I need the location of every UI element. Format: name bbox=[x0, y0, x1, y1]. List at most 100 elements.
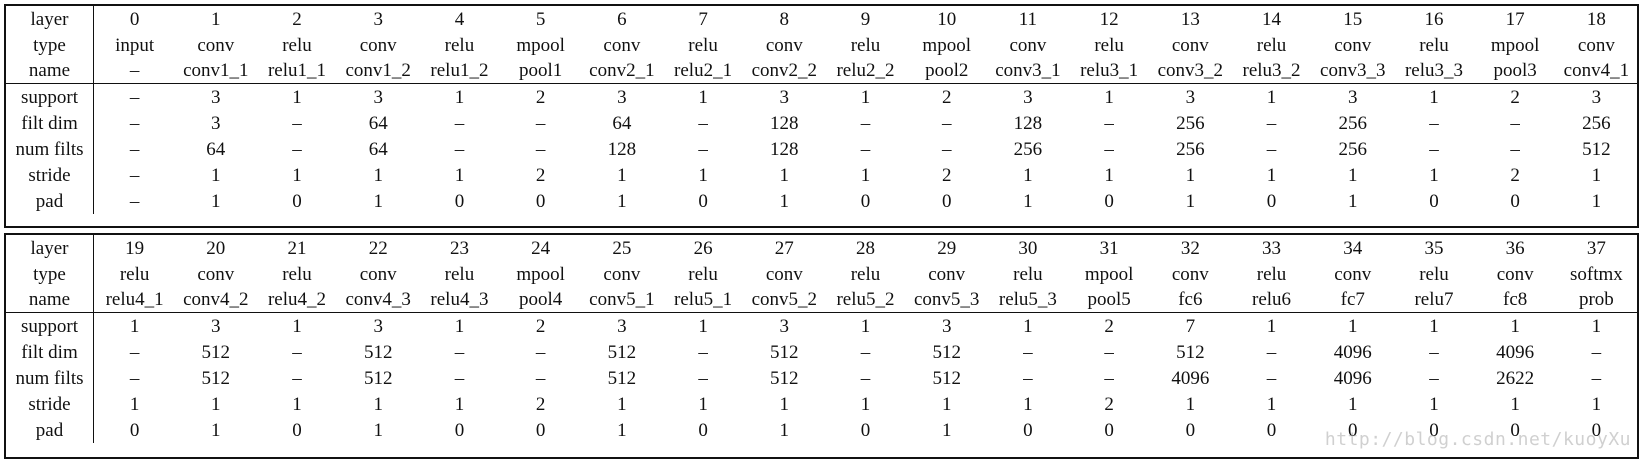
table-cell: – bbox=[292, 112, 302, 134]
table-cell: 2 bbox=[1510, 86, 1520, 108]
table-cell: conv4_2 bbox=[175, 287, 257, 313]
table-cell: – bbox=[1104, 341, 1114, 363]
table-cell: – bbox=[1591, 367, 1602, 389]
table-cell: conv bbox=[1171, 34, 1209, 56]
row-label-support: support bbox=[6, 84, 94, 110]
table-cell: – bbox=[129, 86, 140, 108]
table-cell: – bbox=[698, 138, 708, 160]
table-cell: conv bbox=[1577, 34, 1615, 56]
table-cell: 11 bbox=[1018, 8, 1038, 30]
table-cell: 1 bbox=[617, 190, 627, 212]
table-cell: 1 bbox=[1429, 86, 1439, 108]
row-label-type: type bbox=[6, 261, 94, 287]
table-cell: mpool bbox=[516, 34, 565, 56]
table-cell: 512 bbox=[1582, 138, 1611, 160]
table-cell: relu bbox=[282, 263, 312, 285]
table-cell: 0 bbox=[1185, 419, 1196, 441]
table-cell: relu4_3 bbox=[418, 287, 501, 313]
table-cell: – bbox=[1591, 341, 1602, 363]
row-label-layer: layer bbox=[6, 235, 94, 261]
table-cell: 0 bbox=[941, 190, 952, 212]
table-cell: 1 bbox=[779, 419, 790, 441]
table-cell: – bbox=[129, 190, 140, 212]
table-cell: 36 bbox=[1505, 237, 1525, 259]
table-cell: 64 bbox=[612, 112, 632, 134]
table-cell: 0 bbox=[1429, 190, 1439, 212]
table-cell: 0 bbox=[698, 190, 708, 212]
table-cell: 1 bbox=[860, 393, 871, 415]
table-cell: relu bbox=[1013, 263, 1043, 285]
table-cell: 10 bbox=[937, 8, 957, 30]
vgg-layer-table-top: layer 0 1 2 3 4 5 6 7 8 9 10 11 12 13 14 15 16 17 18 type inp… bbox=[4, 4, 1639, 228]
table-cell: 1 bbox=[373, 164, 383, 186]
table-cell: 26 bbox=[693, 237, 713, 259]
table-cell: 1 bbox=[1185, 393, 1196, 415]
table-cell: conv bbox=[1496, 263, 1534, 285]
table-cell: 37 bbox=[1586, 237, 1606, 259]
table-cell: 0 bbox=[129, 8, 140, 30]
table-cell: 2 bbox=[292, 8, 302, 30]
table-cell: 1 bbox=[1429, 315, 1439, 337]
table-cell: 1 bbox=[617, 419, 627, 441]
table-cell: 0 bbox=[454, 190, 465, 212]
table-cell: 1 bbox=[1023, 164, 1033, 186]
row-label-type: type bbox=[6, 32, 94, 58]
table-cell: conv bbox=[765, 34, 803, 56]
table-cell: – bbox=[535, 112, 546, 134]
table-cell: – bbox=[94, 58, 176, 84]
table-cell: 1 bbox=[1185, 164, 1196, 186]
table-cell: 1 bbox=[1266, 86, 1277, 108]
table-cell: relu4_1 bbox=[94, 287, 176, 313]
table-cell: 1 bbox=[129, 315, 140, 337]
table-cell: conv bbox=[603, 263, 641, 285]
table-cell: 256 bbox=[1013, 138, 1043, 160]
table-cell: 1 bbox=[1591, 190, 1602, 212]
table-cell: 1 bbox=[779, 164, 790, 186]
table-cell: 0 bbox=[1266, 419, 1277, 441]
table-cell: – bbox=[1023, 341, 1033, 363]
table-cell: 7 bbox=[1185, 315, 1196, 337]
table-cell: conv3_1 bbox=[987, 58, 1069, 84]
table-cell: relu1_1 bbox=[256, 58, 338, 84]
table-cell: relu bbox=[1256, 263, 1287, 285]
table-cell: 1 bbox=[292, 315, 302, 337]
table-cell: 2 bbox=[535, 393, 546, 415]
table-cell: 512 bbox=[607, 341, 637, 363]
table-cell: – bbox=[535, 341, 546, 363]
table-cell: 512 bbox=[932, 341, 961, 363]
table-cell: conv bbox=[1009, 34, 1047, 56]
table-cell: relu bbox=[688, 34, 718, 56]
table-cell: 128 bbox=[770, 112, 799, 134]
table-cell: – bbox=[535, 367, 546, 389]
table-cell: relu bbox=[444, 263, 475, 285]
table-cell: 3 bbox=[1023, 86, 1033, 108]
table-cell: 0 bbox=[1104, 419, 1114, 441]
table-cell: relu bbox=[850, 263, 881, 285]
table-cell: input bbox=[115, 34, 155, 56]
table-cell: 1 bbox=[1510, 315, 1520, 337]
table-cell: 3 bbox=[1185, 86, 1196, 108]
table-cell: 3 bbox=[211, 86, 221, 108]
table-cell: relu2_2 bbox=[824, 58, 907, 84]
table-cell: prob bbox=[1555, 287, 1637, 313]
table-cell: conv3_2 bbox=[1149, 58, 1231, 84]
table-cell: 1 bbox=[779, 393, 790, 415]
table-cell: 1 bbox=[941, 393, 952, 415]
table-cell: 0 bbox=[1591, 419, 1602, 441]
table-cell: – bbox=[454, 112, 465, 134]
table-cell: conv bbox=[603, 34, 641, 56]
table-cell: 3 bbox=[617, 315, 627, 337]
table-cell: 1 bbox=[698, 86, 708, 108]
table-cell: conv bbox=[197, 34, 235, 56]
table-cell: fc6 bbox=[1149, 287, 1231, 313]
table-cell: relu5_2 bbox=[824, 287, 907, 313]
table-cell: relu bbox=[850, 34, 881, 56]
table-cell: relu bbox=[1256, 34, 1287, 56]
table-cell: 128 bbox=[607, 138, 637, 160]
row-label-pad: pad bbox=[6, 417, 94, 443]
row-label-layer: layer bbox=[6, 6, 94, 32]
row-label-stride: stride bbox=[6, 391, 94, 417]
table-cell: 29 bbox=[937, 237, 957, 259]
table-cell: conv bbox=[1334, 34, 1372, 56]
table-cell: relu5_3 bbox=[987, 287, 1069, 313]
